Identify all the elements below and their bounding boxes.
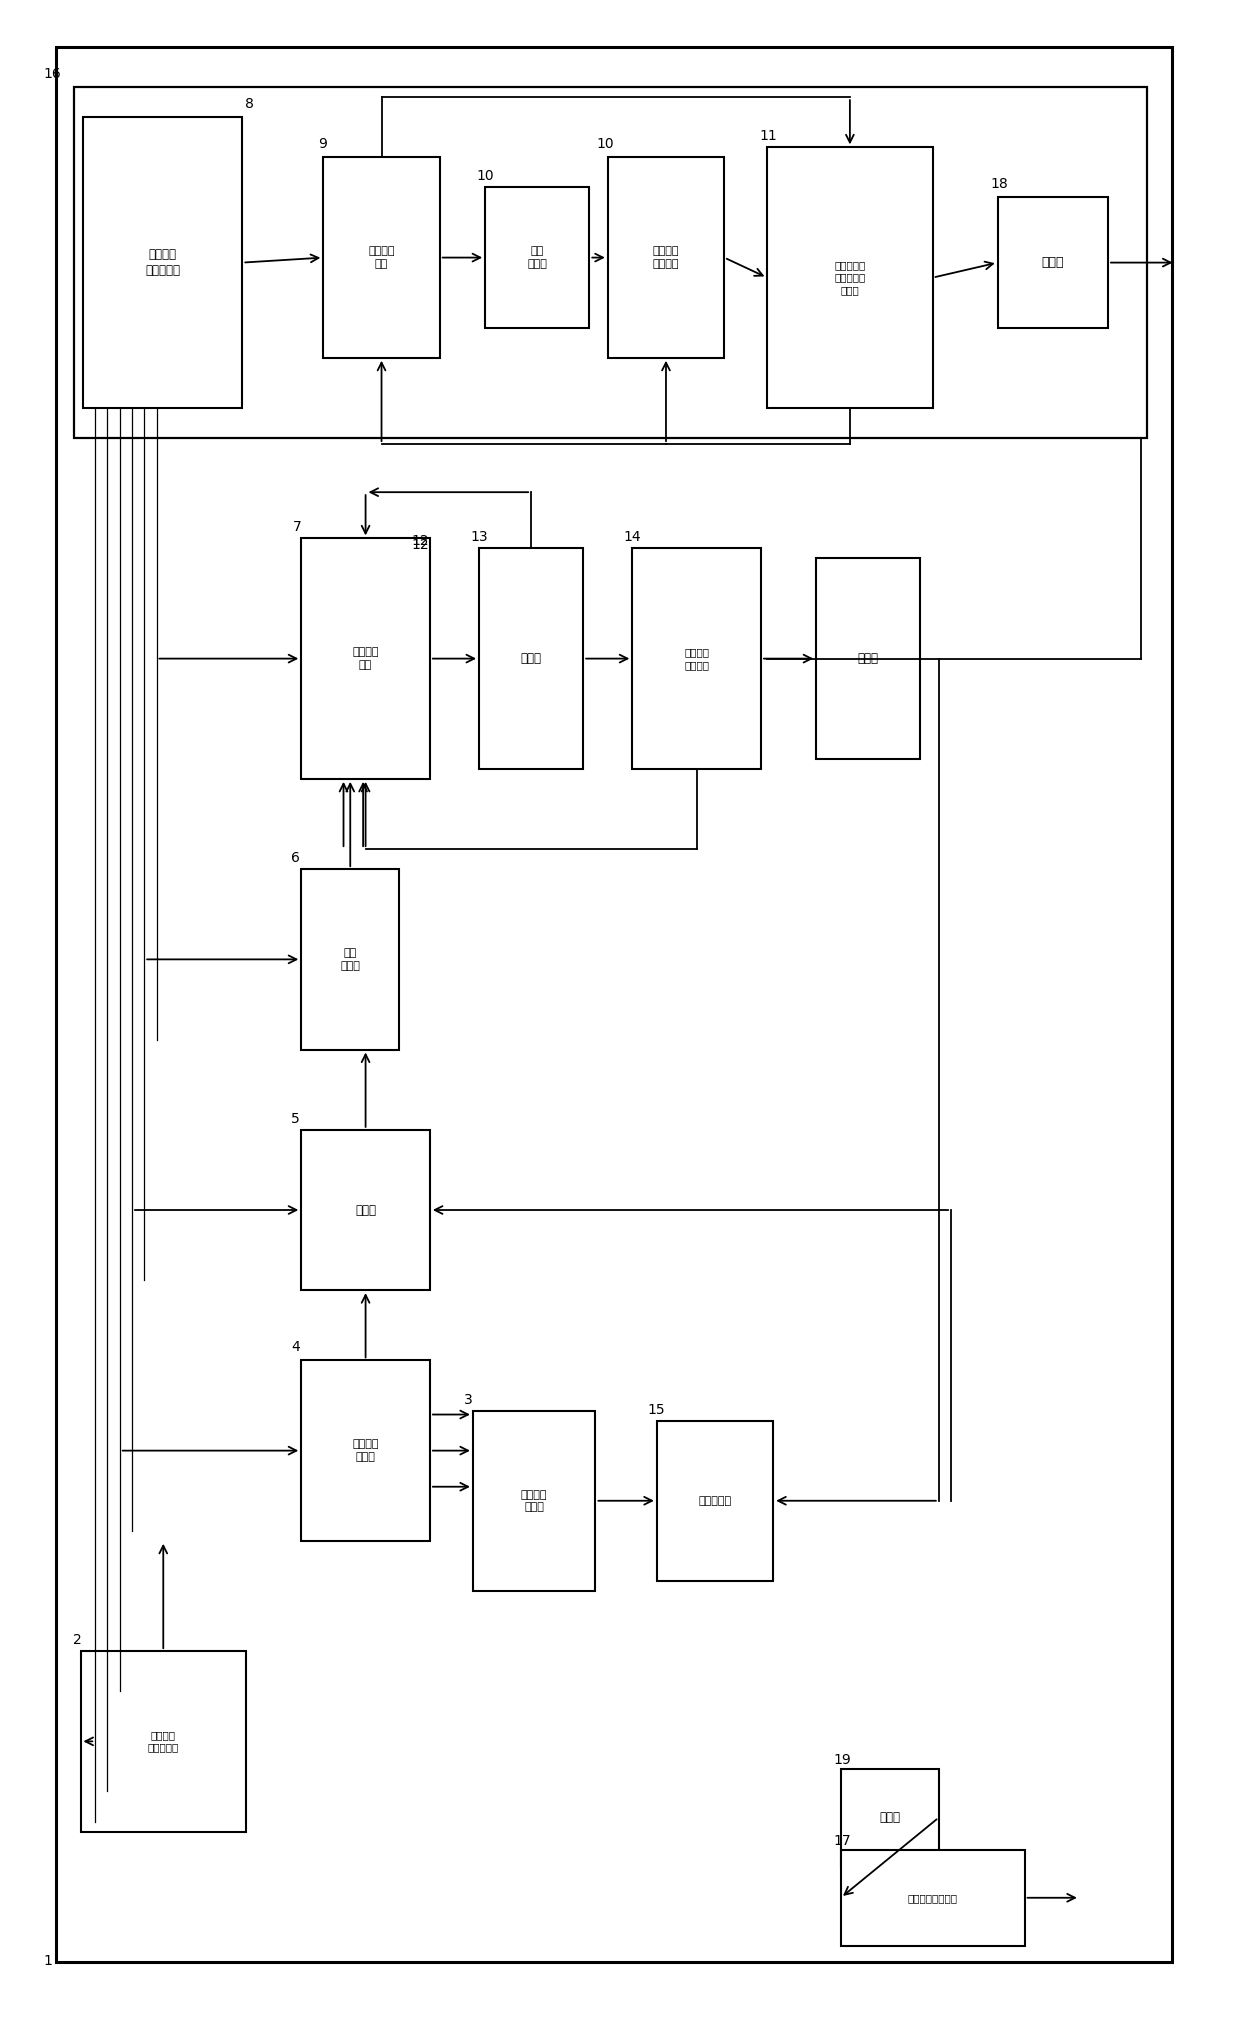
Text: 12: 12 (412, 535, 429, 549)
Bar (81, 1652, 246, 1831)
Bar (608, 157, 724, 357)
Text: 大气烟气处理装置: 大气烟气处理装置 (908, 1892, 957, 1902)
Text: 3: 3 (464, 1393, 472, 1407)
Text: 16: 16 (43, 67, 62, 81)
Text: 1: 1 (43, 1954, 52, 1969)
Bar (472, 1411, 595, 1591)
Bar (301, 1131, 430, 1290)
Text: 11: 11 (760, 129, 777, 143)
Text: 7: 7 (293, 521, 301, 535)
Text: 引风机: 引风机 (1042, 256, 1064, 269)
Text: 18: 18 (991, 178, 1008, 192)
Text: 有机废液
处理装置: 有机废液 处理装置 (684, 648, 709, 670)
Bar (301, 868, 399, 1050)
Text: 烟气无终
磁建设装置: 烟气无终 磁建设装置 (148, 1730, 179, 1752)
Bar (841, 1769, 939, 1866)
Text: 15: 15 (647, 1403, 665, 1417)
Text: 5: 5 (291, 1112, 300, 1127)
Text: 8: 8 (244, 97, 254, 111)
Text: 中央计算
机控制单元: 中央计算 机控制单元 (145, 248, 180, 277)
Bar (74, 87, 1147, 438)
Bar (816, 559, 920, 759)
Bar (768, 147, 932, 408)
Bar (998, 198, 1109, 327)
Text: 带凷媒烟气
凷烟全烧处
理装置: 带凷媒烟气 凷烟全烧处 理装置 (835, 260, 866, 295)
Text: 第一级烟
气除尘器: 第一级烟 气除尘器 (652, 246, 680, 269)
Bar (485, 188, 589, 327)
Bar (657, 1421, 774, 1581)
Bar (301, 539, 430, 779)
Bar (301, 1361, 430, 1540)
Text: 烟气吸收
装置: 烟气吸收 装置 (368, 246, 394, 269)
Bar (324, 157, 440, 357)
Text: 内循环备
用装置: 内循环备 用装置 (521, 1490, 547, 1512)
Text: 二次
燃烧室: 二次 燃烧室 (340, 949, 360, 971)
Text: 10: 10 (476, 170, 495, 184)
Text: 热解析轮
穑装置: 热解析轮 穑装置 (352, 1440, 379, 1462)
Text: 14: 14 (624, 531, 641, 545)
Text: 2: 2 (73, 1633, 82, 1648)
Text: 干泥机: 干泥机 (858, 652, 879, 664)
Text: 冷却脱酸
装置: 冷却脱酸 装置 (352, 648, 379, 670)
Text: 气水分离器: 气水分离器 (698, 1496, 732, 1506)
Bar (841, 1849, 1024, 1946)
Text: 10: 10 (596, 137, 614, 151)
Text: 4: 4 (291, 1341, 300, 1355)
Bar (83, 117, 242, 408)
Bar (632, 549, 761, 769)
Text: 气消
分离器: 气消 分离器 (527, 246, 547, 269)
Text: 13: 13 (470, 531, 489, 545)
Text: 12: 12 (412, 539, 429, 553)
Text: 加药池: 加药池 (521, 652, 542, 664)
Text: 19: 19 (833, 1752, 851, 1767)
Text: 9: 9 (319, 137, 327, 151)
Bar (479, 549, 583, 769)
Text: 17: 17 (833, 1833, 851, 1847)
Text: 脱酸塔: 脱酸塔 (355, 1203, 376, 1217)
Text: 6: 6 (291, 852, 300, 864)
Text: 引风机: 引风机 (879, 1811, 900, 1823)
